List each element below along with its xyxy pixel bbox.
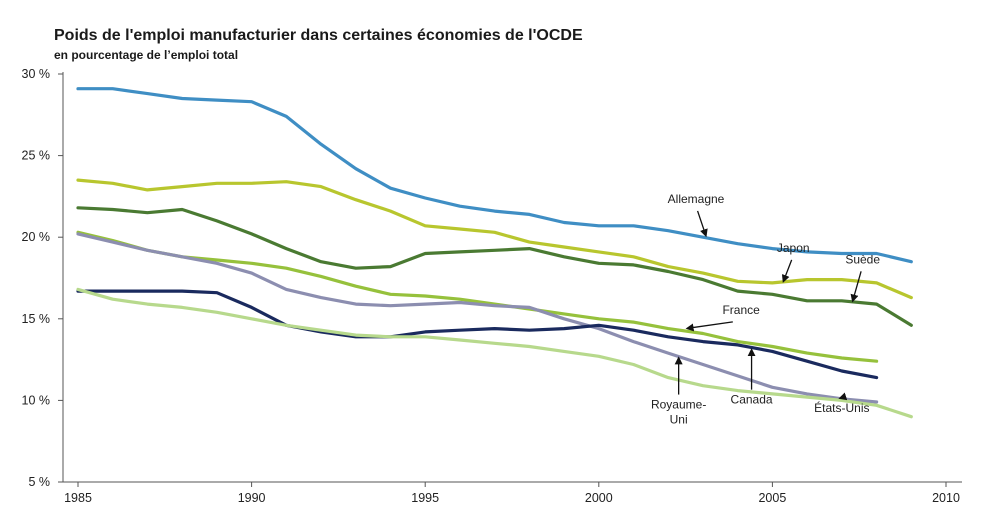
- annotation-arrow-japon: [781, 259, 793, 283]
- chart-subtitle: en pourcentage de l’emploi total: [54, 48, 239, 62]
- series-line-canada: [76, 289, 879, 380]
- annotation-arrow-suede: [850, 271, 862, 303]
- series-layer: [76, 87, 913, 419]
- annotation-label-france: France: [722, 303, 760, 317]
- annotation-label-japon: Japon: [777, 241, 810, 255]
- series-line-allemagne: [76, 87, 913, 264]
- series-line-france: [76, 230, 879, 363]
- y-tick-label: 15 %: [22, 312, 51, 326]
- annotation-label-allemagne: Allemagne: [668, 192, 725, 206]
- y-tick-label: 10 %: [22, 393, 51, 407]
- y-tick-label: 25 %: [22, 149, 51, 163]
- series-line-royaume-uni: [76, 232, 879, 404]
- series-line-suede: [76, 206, 913, 327]
- x-tick-label: 2000: [585, 491, 613, 505]
- y-tick-label: 30 %: [22, 67, 51, 81]
- chart-title: Poids de l'emploi manufacturier dans cer…: [54, 27, 583, 44]
- series-line-japon: [76, 178, 913, 300]
- annotation-label-etats-unis: États-Unis: [814, 400, 869, 415]
- x-tick-label: 1995: [411, 491, 439, 505]
- annotation-arrow-france: [685, 321, 733, 332]
- annotation-label-canada: Canada: [731, 393, 773, 407]
- annotation-label-suede: Suède: [845, 252, 880, 266]
- annotations-layer: Allemagne Japon Suède France Royaume-Uni Cana…: [651, 192, 880, 427]
- annotation-arrow-allemagne: [696, 210, 708, 238]
- series-line-etats-unis: [76, 287, 913, 419]
- y-tick-label: 5 %: [28, 475, 50, 489]
- annotation-label-royaume-uni: Royaume-Uni: [651, 398, 706, 427]
- x-tick-label: 1990: [238, 491, 266, 505]
- x-tick-label: 1985: [64, 491, 92, 505]
- x-tick-label: 2010: [932, 491, 960, 505]
- y-tick-label: 20 %: [22, 230, 51, 244]
- x-tick-label: 2005: [758, 491, 786, 505]
- axes: 5 % 10 % 15 % 20 % 25 % 30 % 1985 1990 1995 2000 2…: [22, 67, 962, 505]
